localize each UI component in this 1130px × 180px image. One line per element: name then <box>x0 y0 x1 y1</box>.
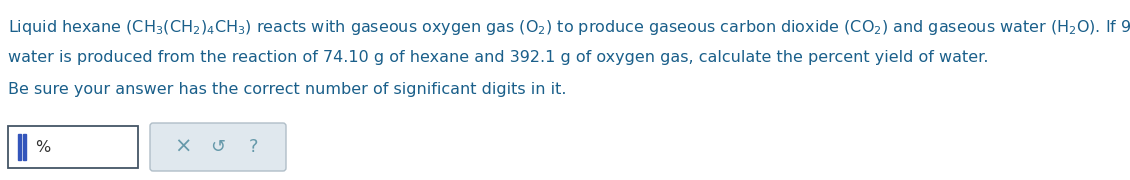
Text: ×: × <box>174 137 192 157</box>
Text: ?: ? <box>249 138 258 156</box>
Bar <box>23 134 26 160</box>
Text: Be sure your answer has the correct number of significant digits in it.: Be sure your answer has the correct numb… <box>8 82 566 97</box>
Bar <box>18 134 21 160</box>
Text: water is produced from the reaction of 74.10 g of hexane and 392.1 g of oxygen g: water is produced from the reaction of 7… <box>8 50 989 65</box>
Text: ↺: ↺ <box>210 138 226 156</box>
FancyBboxPatch shape <box>8 126 138 168</box>
Text: %: % <box>35 140 50 154</box>
Text: Liquid hexane $\left(\mathrm{CH_3(CH_2)_4CH_3}\right)$ reacts with gaseous oxyge: Liquid hexane $\left(\mathrm{CH_3(CH_2)_… <box>8 18 1130 37</box>
FancyBboxPatch shape <box>150 123 286 171</box>
